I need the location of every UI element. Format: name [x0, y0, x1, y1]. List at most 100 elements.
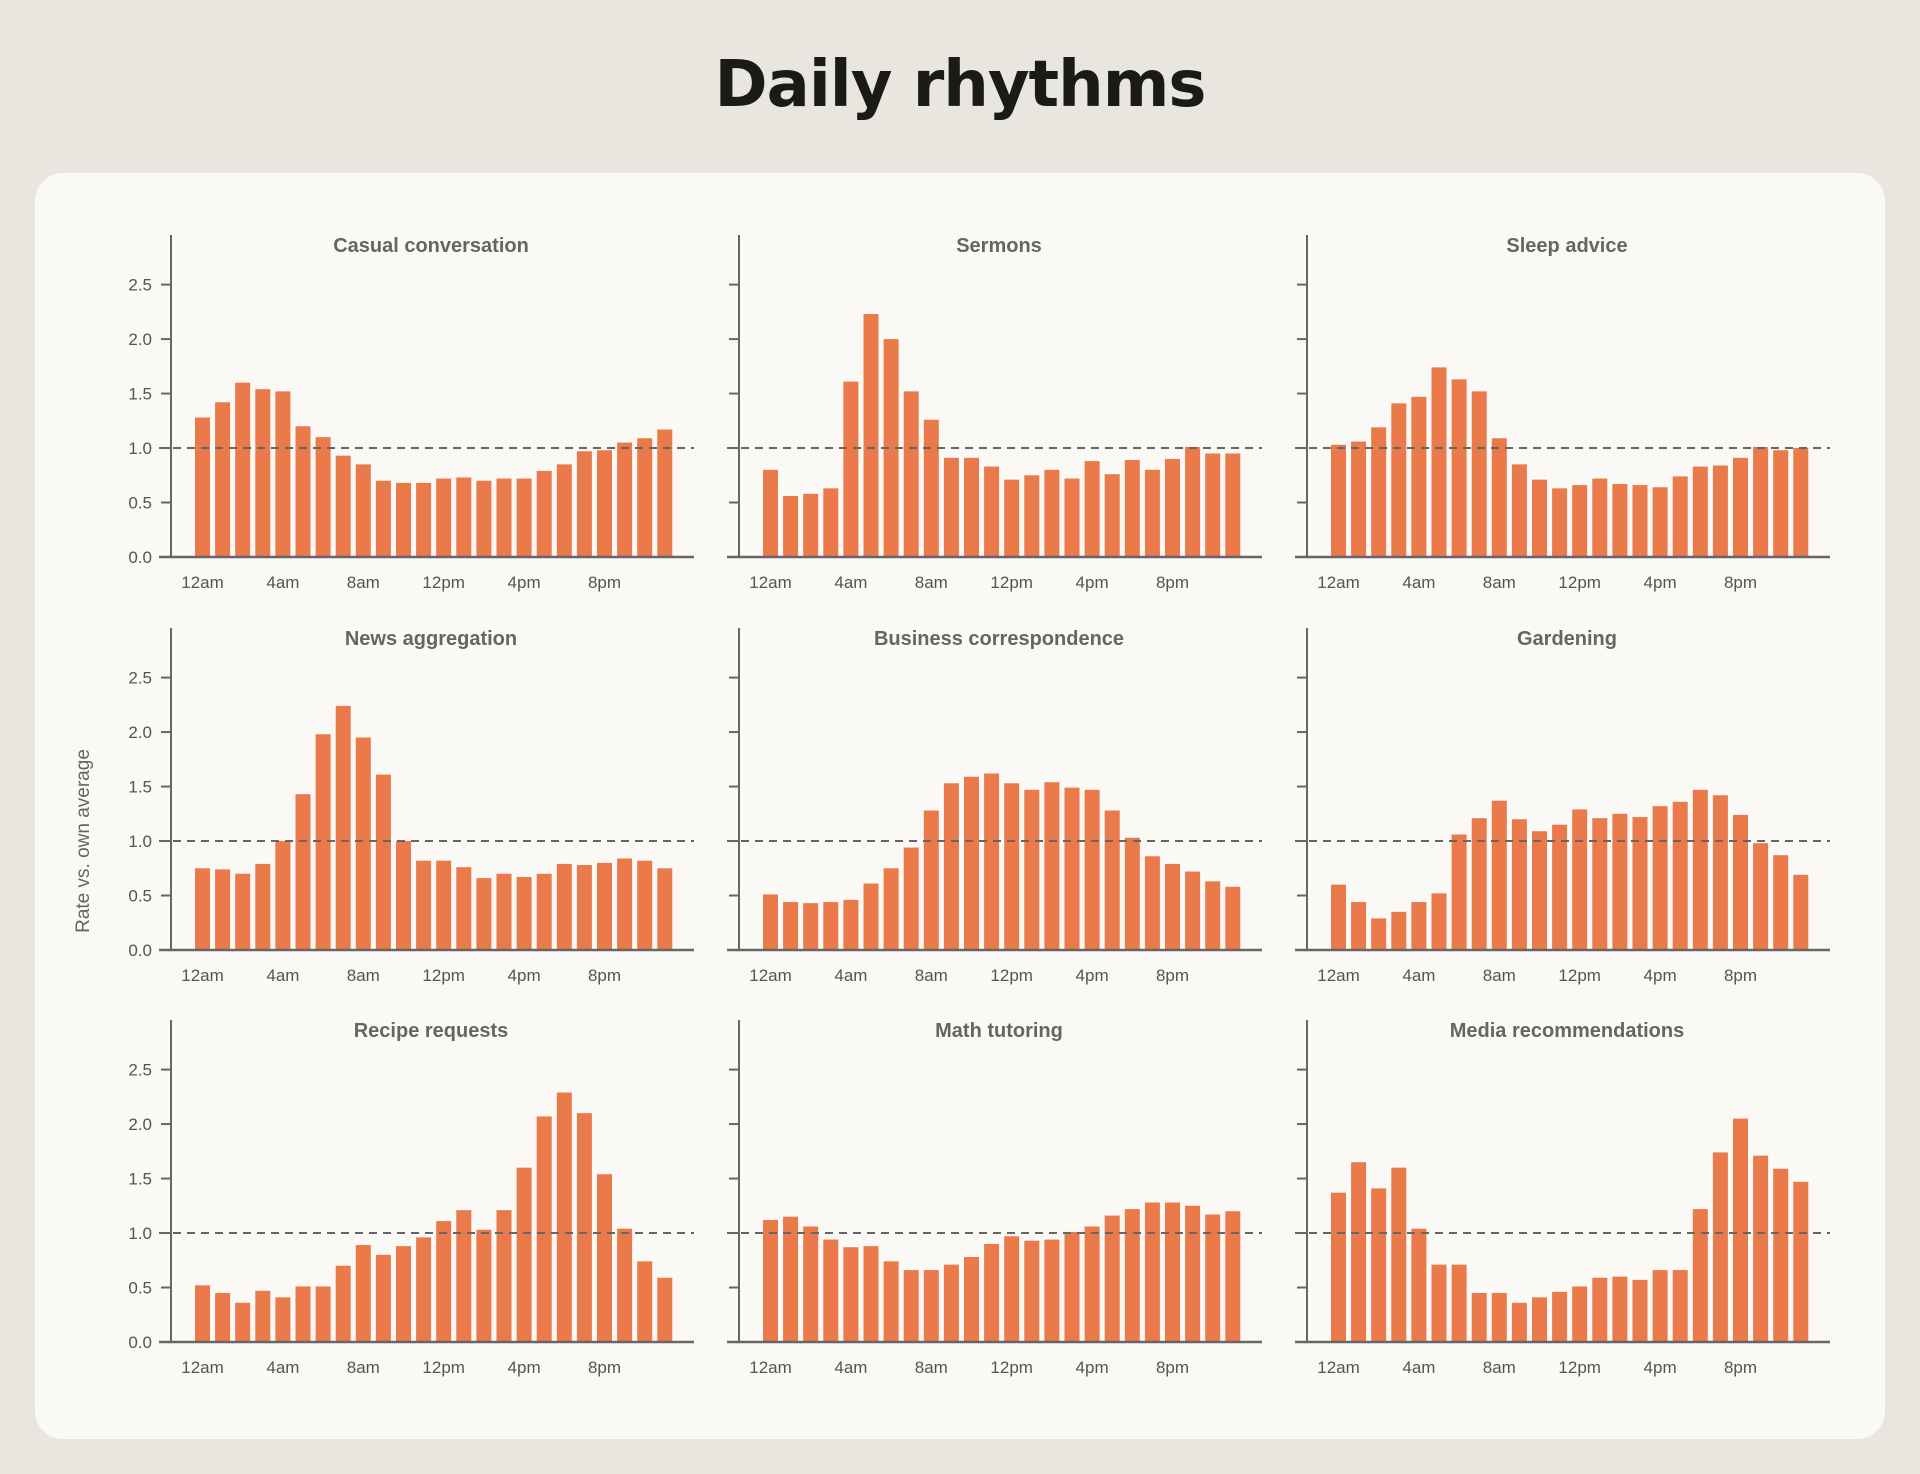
- bar: [355, 737, 371, 950]
- bar: [863, 883, 879, 950]
- bar: [295, 794, 311, 950]
- bar: [1225, 453, 1241, 557]
- bar: [617, 858, 633, 950]
- bar: [1672, 801, 1688, 950]
- bar: [903, 1270, 919, 1342]
- bar: [556, 863, 572, 950]
- x-tick-label: 4pm: [508, 1358, 541, 1377]
- panel-title: Casual conversation: [333, 235, 529, 257]
- bar: [1044, 1239, 1060, 1342]
- x-tick-label: 12am: [181, 573, 224, 592]
- bar: [275, 391, 291, 557]
- bar: [597, 450, 612, 557]
- bar: [456, 1210, 472, 1342]
- chart-panel: Media recommendations 12am 4am 8am 12pm 4pm 8p…: [1295, 1020, 1830, 1377]
- x-tick-label: 4am: [834, 573, 867, 592]
- bar: [576, 451, 592, 557]
- bar: [823, 488, 839, 557]
- bar: [1652, 487, 1668, 557]
- bar: [1552, 824, 1568, 950]
- chart-panel: Sermons 12am 4am 8am 12pm 4pm 8pm: [727, 235, 1262, 592]
- x-tick-label: 8pm: [588, 1358, 621, 1377]
- bar: [1104, 1215, 1120, 1342]
- y-tick-label: 2.0: [128, 723, 152, 742]
- bar: [396, 482, 411, 557]
- y-tick-label: 1.0: [128, 832, 152, 851]
- bar: [964, 457, 979, 557]
- x-tick-label: 4pm: [1644, 573, 1677, 592]
- bar: [923, 419, 939, 557]
- panel-title: Gardening: [1517, 628, 1617, 650]
- panel-title: Sermons: [956, 235, 1042, 257]
- bar: [1431, 367, 1447, 557]
- bar: [516, 478, 532, 557]
- bar: [556, 464, 572, 557]
- bar: [215, 1292, 231, 1342]
- bar: [1793, 448, 1809, 557]
- bar: [1351, 1162, 1367, 1342]
- bar: [1124, 460, 1140, 557]
- bar: [1205, 453, 1221, 557]
- bar: [1331, 444, 1346, 557]
- bar: [1773, 1168, 1789, 1342]
- bar: [576, 865, 592, 950]
- bar: [823, 1239, 839, 1342]
- y-tick-label: 1.5: [128, 778, 152, 797]
- bar: [255, 1290, 271, 1342]
- bar: [1532, 479, 1547, 557]
- bar: [1084, 1226, 1100, 1342]
- bar: [1793, 1181, 1809, 1342]
- bar: [1532, 1297, 1547, 1342]
- bar: [235, 1302, 251, 1342]
- bar: [476, 1229, 492, 1342]
- bar: [1491, 438, 1507, 557]
- bar: [295, 426, 311, 557]
- bar: [536, 1116, 552, 1342]
- x-tick-label: 8am: [915, 966, 948, 985]
- bar: [617, 442, 633, 557]
- bar: [1532, 831, 1547, 950]
- x-tick-label: 8pm: [1156, 573, 1189, 592]
- bar: [1692, 466, 1708, 557]
- y-tick-label: 0.0: [128, 548, 152, 567]
- bar: [1391, 1167, 1407, 1342]
- x-tick-label: 12am: [1317, 966, 1360, 985]
- bar: [275, 841, 291, 950]
- chart-panel: News aggregation 0.0 0.5 1.0 1.5 2.0 2.5 12am 4a…: [128, 628, 694, 985]
- bar: [1733, 457, 1748, 557]
- bar: [803, 493, 819, 557]
- bar: [476, 480, 492, 557]
- bar: [416, 482, 432, 557]
- bar: [496, 1210, 512, 1342]
- bar: [536, 873, 552, 950]
- y-tick-label: 2.0: [128, 1115, 152, 1134]
- y-tick-label: 2.5: [128, 276, 152, 295]
- bar: [1371, 1188, 1387, 1342]
- bar: [315, 734, 331, 950]
- bar: [215, 869, 231, 950]
- bar: [496, 873, 512, 950]
- x-tick-label: 12am: [749, 1358, 792, 1377]
- bar: [1144, 469, 1160, 557]
- panel-title: Math tutoring: [935, 1020, 1063, 1042]
- bar: [1024, 789, 1040, 950]
- bar: [637, 860, 653, 950]
- bar: [1612, 483, 1628, 557]
- bar: [964, 776, 979, 950]
- bar: [1351, 902, 1367, 950]
- x-tick-label: 8am: [347, 966, 380, 985]
- x-tick-label: 12pm: [1558, 966, 1601, 985]
- x-tick-label: 8am: [1483, 573, 1516, 592]
- x-tick-label: 4am: [1402, 573, 1435, 592]
- bar: [1692, 789, 1708, 950]
- bar: [396, 841, 411, 950]
- bar: [597, 1174, 612, 1342]
- y-tick-label: 0.0: [128, 941, 152, 960]
- x-tick-label: 8pm: [1724, 966, 1757, 985]
- x-tick-label: 4pm: [1644, 966, 1677, 985]
- bar: [883, 1261, 899, 1342]
- x-tick-label: 8pm: [1724, 1358, 1757, 1377]
- bar: [1612, 813, 1628, 950]
- x-tick-label: 12am: [1317, 1358, 1360, 1377]
